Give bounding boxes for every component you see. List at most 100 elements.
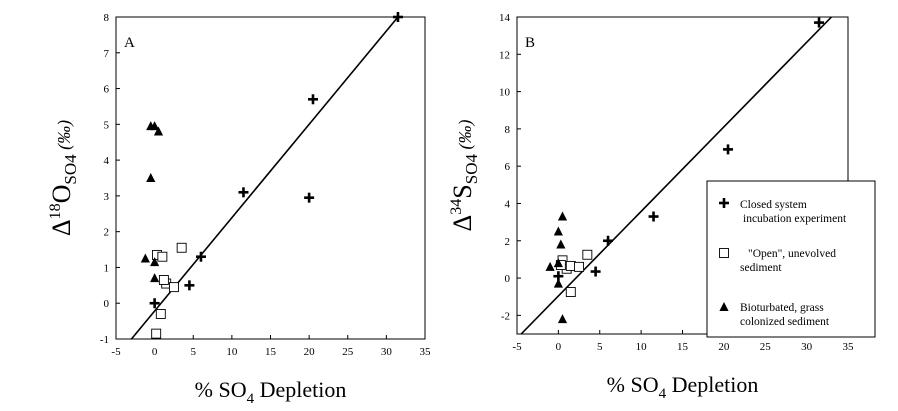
data-point-closed — [307, 94, 318, 105]
legend-marker-bioturbated — [719, 302, 729, 311]
x-tick-label: 35 — [843, 341, 855, 353]
data-point-open — [158, 275, 169, 285]
legend-marker-closed — [719, 198, 729, 208]
series-open — [555, 249, 593, 297]
data-point-open — [157, 251, 168, 262]
y-tick-label: 4 — [104, 155, 110, 167]
y-tick-label: 0 — [505, 273, 511, 285]
data-point-open — [574, 261, 585, 272]
x-tick-label: 20 — [304, 346, 316, 358]
x-axis-label: % SO4 Depletion — [195, 377, 347, 407]
data-point-bioturbated — [150, 273, 160, 283]
panel-label: B — [525, 35, 535, 51]
data-point-open — [168, 282, 179, 293]
x-tick-label: 20 — [718, 341, 730, 353]
y-tick-label: 14 — [499, 12, 511, 24]
y-axis-label: Δ18OSO4 (‰) — [47, 120, 80, 236]
fit-line — [520, 17, 833, 334]
legend-text: incubation experiment — [743, 213, 847, 225]
data-point-open — [151, 328, 162, 339]
x-tick-label: 10 — [636, 341, 648, 353]
data-point-closed — [195, 251, 206, 262]
legend-marker-open — [719, 248, 729, 258]
x-tick-label: 5 — [191, 346, 197, 358]
data-point-closed — [304, 192, 315, 203]
y-tick-label: 12 — [499, 49, 510, 61]
y-tick-label: -1 — [100, 334, 109, 346]
series-open — [151, 242, 187, 339]
data-point-closed — [184, 280, 195, 291]
y-tick-label: 3 — [104, 191, 110, 203]
x-tick-label: 0 — [556, 341, 562, 353]
x-tick-label: 10 — [226, 346, 238, 358]
data-point-open — [155, 309, 166, 319]
data-point-open — [176, 242, 187, 253]
data-point-closed — [392, 12, 403, 22]
data-point-open — [582, 249, 593, 260]
y-tick-label: 1 — [104, 262, 110, 274]
data-point-closed — [603, 235, 614, 246]
x-tick-label: 0 — [152, 346, 158, 358]
legend-entry-bioturbated: Bioturbated, grass colonized sediment — [719, 302, 830, 328]
y-tick-label: 2 — [104, 227, 110, 239]
x-tick-label: -5 — [111, 346, 121, 358]
y-tick-label: 10 — [499, 87, 511, 99]
data-point-bioturbated — [553, 258, 563, 268]
chart-panel-a: -5 0 5 10 15 20 25 30 35 -1 0 1 2 3 4 5 6 7 8 A % SO4 Deplet… — [47, 12, 431, 407]
data-point-open — [565, 287, 576, 297]
series-closed — [553, 17, 825, 282]
x-tick-label: 15 — [265, 346, 277, 358]
x-axis-label: % SO4 Depletion — [607, 372, 759, 402]
y-tick-label: 2 — [505, 236, 511, 248]
x-tick-label: 15 — [677, 341, 689, 353]
y-tick-label: 4 — [505, 198, 511, 210]
y-tick-label: 6 — [104, 84, 110, 96]
data-point-bioturbated — [150, 121, 160, 131]
data-point-bioturbated — [557, 211, 568, 221]
data-point-bioturbated — [553, 278, 563, 288]
x-tick-label: 30 — [801, 341, 813, 353]
data-point-bioturbated — [140, 253, 150, 263]
data-point-bioturbated — [557, 314, 568, 324]
series-bioturbated — [545, 211, 568, 324]
legend-entry-open: "Open", unevolved sediment — [719, 248, 836, 274]
legend-text: colonized sediment — [740, 316, 830, 328]
y-tick-label: 8 — [104, 12, 110, 24]
x-tick-label: 25 — [760, 341, 772, 353]
data-point-bioturbated — [556, 239, 566, 249]
x-tick-label: -5 — [512, 341, 522, 353]
data-point-open — [565, 260, 576, 271]
data-point-bioturbated — [146, 173, 156, 182]
series-bioturbated — [140, 121, 164, 283]
chart-panel-b: -5 0 5 10 15 20 25 30 35 -2 0 2 4 6 8 10 12 14 B % SO4 Depl… — [448, 12, 854, 402]
y-tick-label: -2 — [501, 310, 510, 322]
legend-text: "Open", unevolved — [748, 248, 836, 260]
data-point-closed — [814, 17, 825, 28]
x-tick-label: 25 — [342, 346, 354, 358]
legend-text: Closed system — [740, 199, 807, 211]
x-tick-label: 5 — [597, 341, 603, 353]
y-tick-label: 0 — [104, 298, 110, 310]
data-point-closed — [648, 211, 659, 222]
legend-entry-closed: Closed system incubation experiment — [719, 198, 847, 225]
x-tick-label: 30 — [381, 346, 393, 358]
data-point-bioturbated — [545, 261, 555, 271]
data-point-bioturbated — [150, 257, 160, 267]
panel-label: A — [124, 35, 135, 51]
y-tick-label: 7 — [104, 48, 110, 60]
legend: Closed system incubation experiment "Open"… — [706, 180, 876, 338]
plot-frame — [115, 16, 426, 340]
data-point-bioturbated — [553, 226, 563, 236]
y-tick-label: 5 — [104, 119, 110, 131]
data-point-bioturbated — [153, 126, 164, 136]
data-point-closed — [238, 187, 249, 198]
y-tick-label: 8 — [505, 124, 511, 136]
y-tick-label: 6 — [505, 161, 511, 173]
x-tick-label: 35 — [420, 346, 432, 358]
data-point-closed — [149, 298, 160, 309]
series-closed — [149, 12, 403, 309]
legend-box — [706, 180, 876, 338]
y-axis-label: Δ34SSO4 (‰) — [448, 120, 481, 232]
data-point-closed — [590, 266, 601, 277]
